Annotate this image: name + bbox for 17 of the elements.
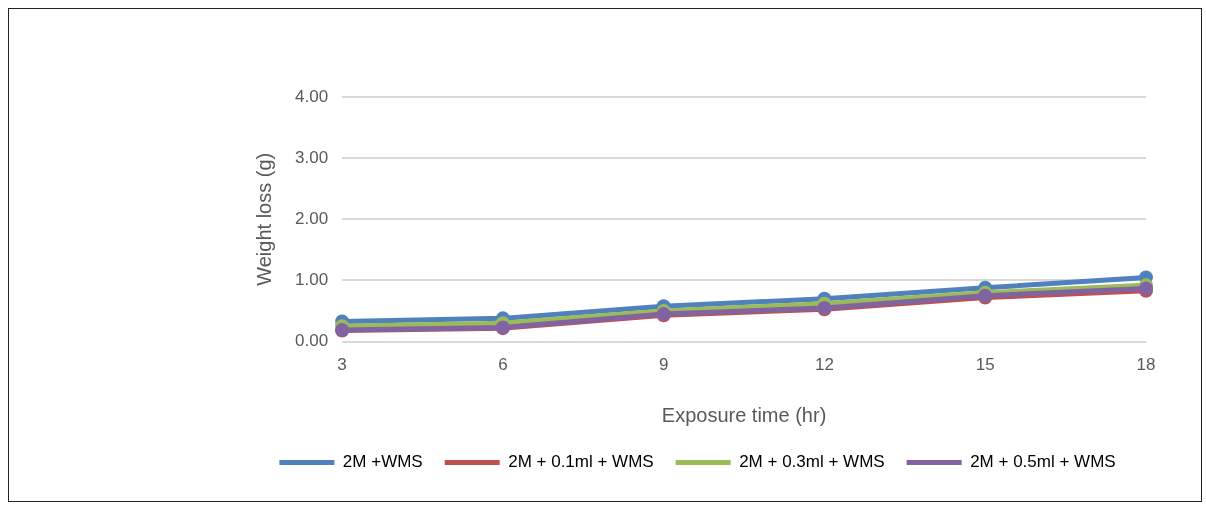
y-tick-label: 1.00 [294,270,329,290]
y-tick-label: 2.00 [294,208,329,228]
y-tick-label: 3.00 [294,147,329,167]
x-tick-label: 6 [498,355,508,375]
legend-label: 2M + 0.5ml + WMS [970,452,1116,472]
legend-label: 2M +WMS [342,452,423,472]
x-tick-label: 12 [814,355,834,375]
y-tick-label: 0.00 [294,331,329,351]
y-axis-title: Weight loss (g) [252,152,275,286]
x-axis-title: Exposure time (hr) [661,403,827,426]
y-tick-label: 4.00 [294,86,329,106]
x-tick-label: 15 [975,355,995,375]
x-tick-label: 9 [658,355,669,375]
legend-label: 2M + 0.3ml + WMS [739,452,885,472]
x-tick-label: 18 [1136,355,1156,375]
x-tick-label: 3 [337,355,347,375]
legend-label: 2M + 0.1ml + WMS [508,452,654,472]
